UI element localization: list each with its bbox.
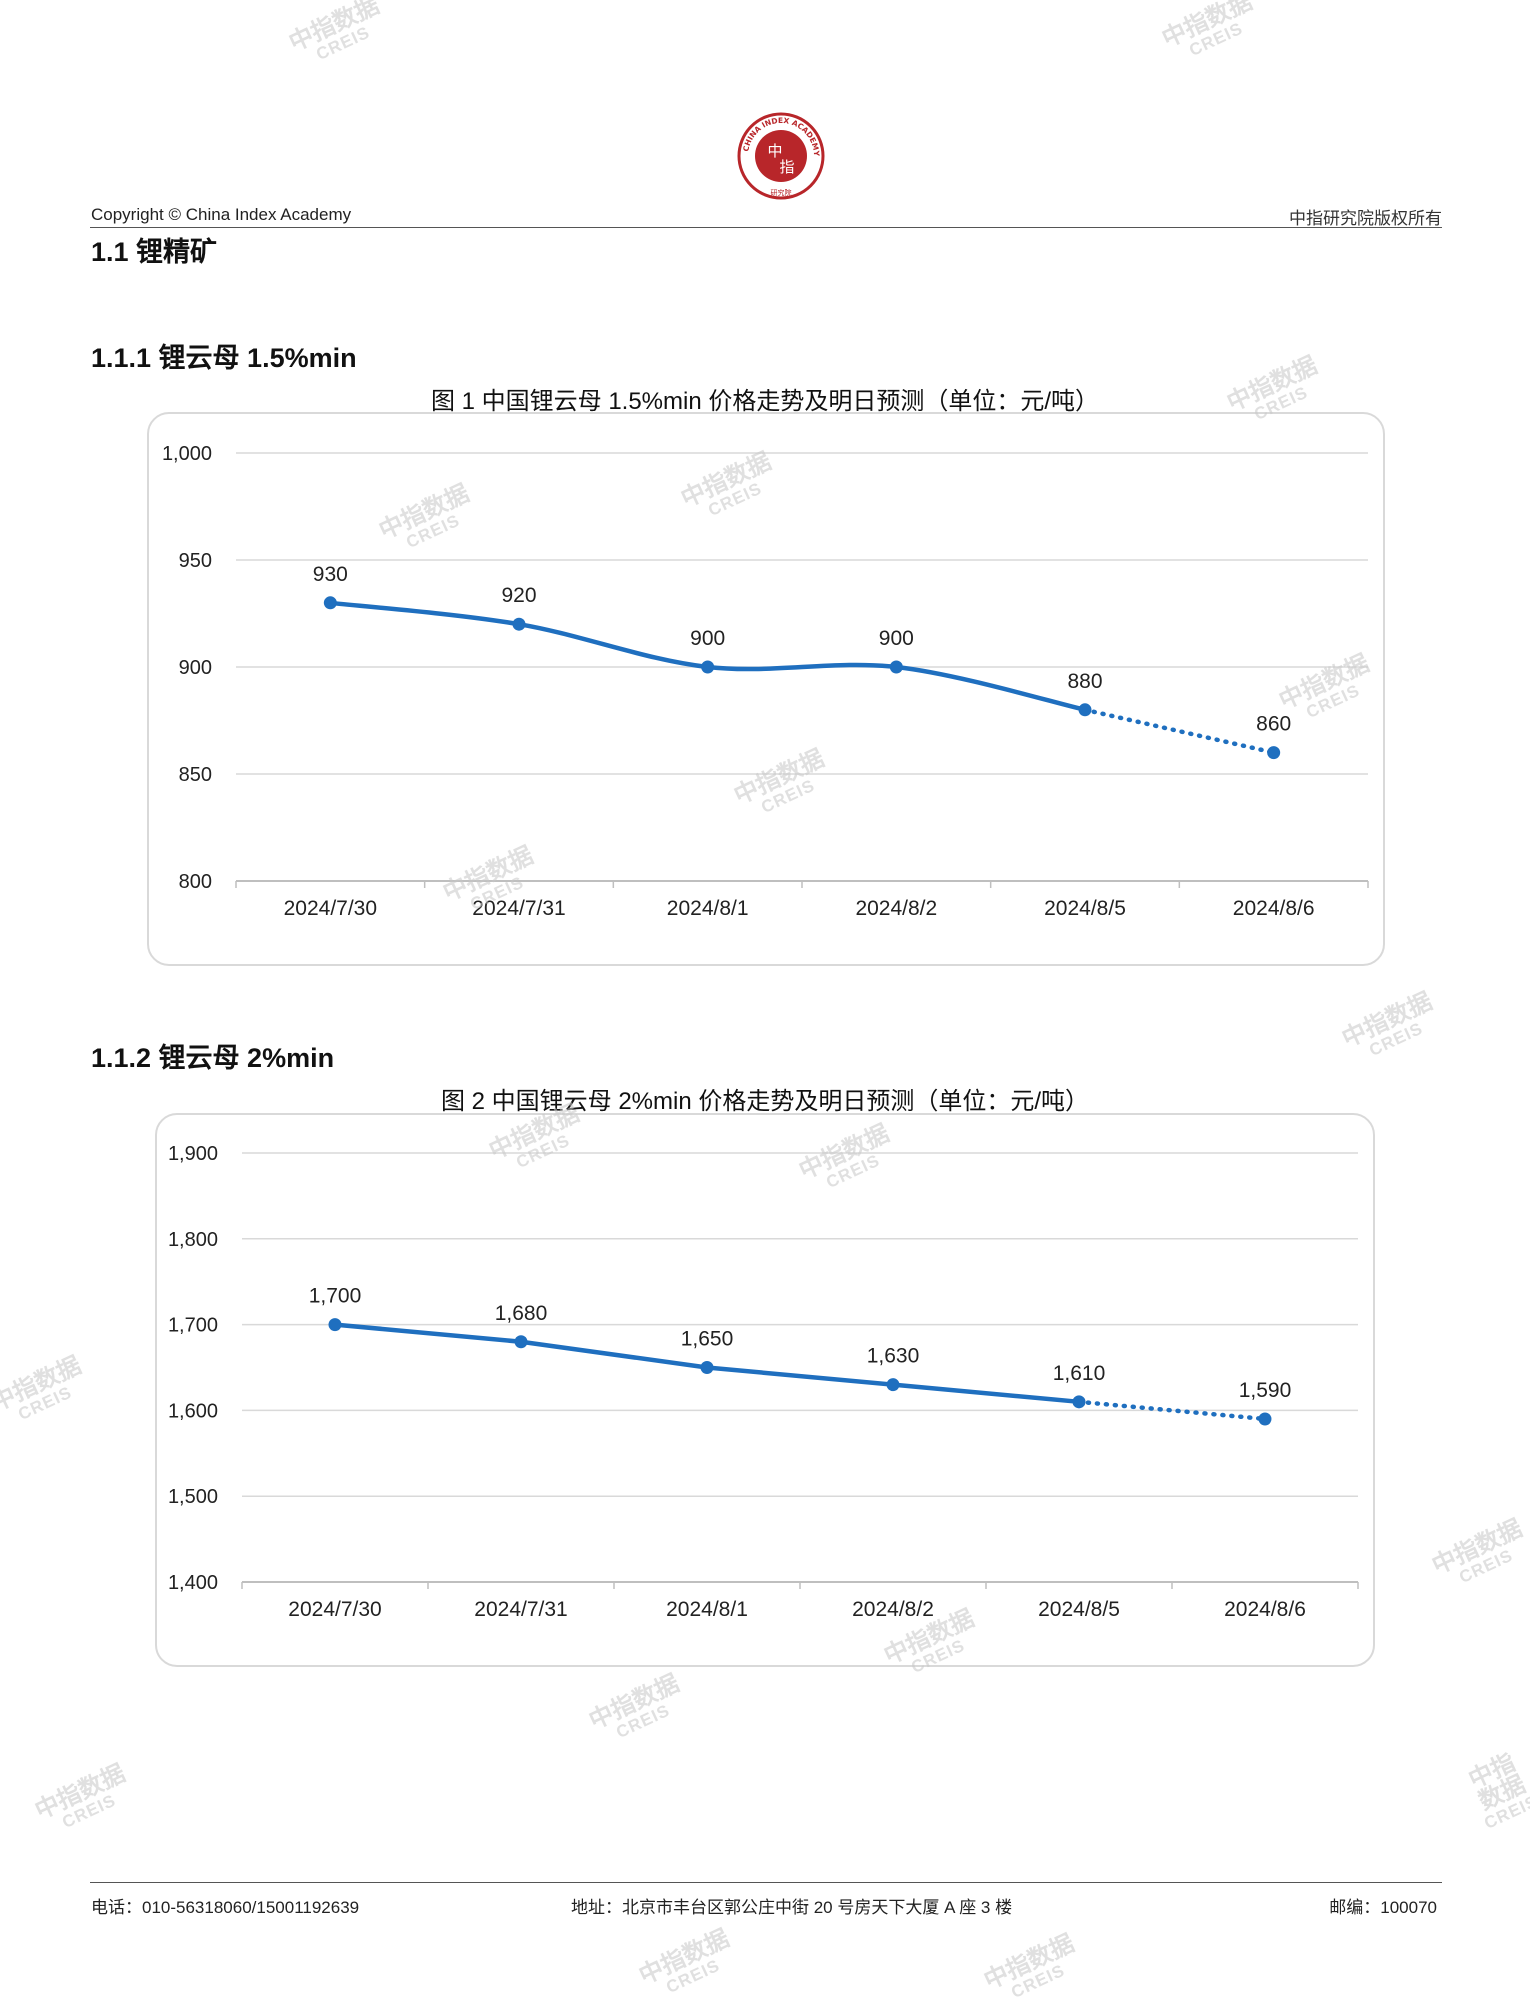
data-point [1267,746,1281,760]
watermark: 中指数据 CREIS [284,0,384,65]
chart2-caption: 图 2 中国锂云母 2%min 价格走势及明日预测（单位：元/吨） [440,1088,1090,1115]
data-label: 900 [690,627,725,650]
chart2-frame: 1,400 1,500 1,600 1,700 1,800 1,900 2024/7/30 2… [155,1113,1375,1667]
data-label: 1,700 [309,1285,362,1308]
data-label: 1,680 [495,1302,548,1325]
chart2-heading: 1.1.2 锂云母 2%min [91,1043,335,1073]
section-title: 1.1 锂精矿 [91,237,218,267]
data-point [514,1335,528,1349]
y-tick-label: 1,400 [168,1572,218,1594]
y-tick-label: 1,600 [168,1400,218,1422]
x-tick-label: 2024/7/30 [288,1598,381,1621]
logo-center-bottom: 指 [779,158,794,176]
watermark: 中指数据 CREIS [1464,1749,1530,1833]
y-tick-label: 900 [179,657,212,679]
data-point [700,1361,714,1374]
logo-bottom-text: 研究院 [771,188,792,197]
chart1-frame: 800 850 900 950 1,000 2024/7/30 2024/7/31 2024/… [147,412,1385,966]
data-label: 860 [1256,713,1291,736]
x-tick-label: 2024/8/6 [1233,897,1315,920]
chart2-plot: 1,400 1,500 1,600 1,700 1,800 1,900 2024/7/30 2… [168,1143,1359,1621]
x-tick-label: 2024/8/5 [1038,1598,1120,1621]
y-tick-label: 800 [179,871,212,893]
chart1-caption: 图 1 中国锂云母 1.5%min 价格走势及明日预测（单位：元/吨） [430,388,1100,415]
x-tick-label: 2024/8/5 [1044,897,1126,920]
x-tick-label: 2024/8/2 [852,1598,934,1621]
data-point [1078,703,1092,717]
y-tick-label: 850 [179,764,212,786]
watermark: 中指数据 CREIS [979,1929,1079,2003]
rights-text: 中指研究院版权所有 [1289,209,1442,229]
forecast-line [1082,707,1276,755]
forecast-line [1076,1399,1268,1422]
data-point [323,596,337,610]
y-tick-label: 1,700 [168,1315,218,1337]
x-tick-label: 2024/8/1 [666,1598,748,1621]
data-label: 930 [313,563,348,586]
data-label: 1,650 [681,1328,734,1351]
data-point [512,617,526,631]
data-point [1072,1395,1086,1409]
footer-phone: 电话：010-56318060/15001192639 [91,1898,360,1917]
chart1-heading: 1.1.1 锂云母 1.5%min [91,343,357,373]
china-index-academy-logo: CHINA INDEX ACADEMY 中 指 研究院 [737,112,825,200]
data-label: 880 [1067,670,1102,693]
y-tick-label: 950 [179,550,212,572]
footer-address: 地址：北京市丰台区郭公庄中街 20 号房天下大厦 A 座 3 楼 [571,1898,1013,1917]
y-tick-label: 1,800 [168,1229,218,1251]
x-tick-label: 2024/8/2 [855,897,937,920]
y-tick-label: 1,000 [162,443,212,465]
y-tick-label: 1,900 [168,1143,218,1165]
x-tick-label: 2024/8/6 [1224,1598,1306,1621]
series-line [328,600,1088,713]
footer-divider [90,1882,1442,1883]
data-label: 900 [879,627,914,650]
y-tick-label: 1,500 [168,1486,218,1508]
data-label: 1,610 [1053,1362,1106,1385]
data-point [328,1318,342,1332]
header-divider [90,227,1442,228]
watermark: 中指数据 CREIS [584,1669,684,1743]
data-label: 1,590 [1239,1379,1292,1402]
watermark: 中指数据 CREIS [1337,987,1437,1061]
watermark: 中指数据 CREIS [634,1924,734,1998]
watermark: 中指数据 CREIS [1427,1514,1527,1588]
x-tick-label: 2024/7/31 [474,1598,567,1621]
data-point [1258,1412,1272,1426]
watermark: 中指数据 CREIS [30,1759,130,1833]
copyright-text: Copyright © China Index Academy [91,205,352,224]
chart1-plot: 800 850 900 950 1,000 2024/7/30 2024/7/31 2024/… [162,443,1369,920]
watermark: 中指数据 CREIS [1157,0,1257,61]
watermark: 中指数据 CREIS [0,1351,86,1425]
data-point [701,660,715,674]
x-tick-label: 2024/7/30 [284,897,377,920]
x-tick-label: 2024/7/31 [472,897,565,920]
data-label: 1,630 [867,1345,920,1368]
data-point [889,660,903,674]
data-point [886,1378,900,1392]
x-tick-label: 2024/8/1 [667,897,749,920]
footer-postcode: 邮编：100070 [1329,1898,1437,1917]
logo-center-top: 中 [767,142,782,160]
data-label: 920 [501,584,536,607]
